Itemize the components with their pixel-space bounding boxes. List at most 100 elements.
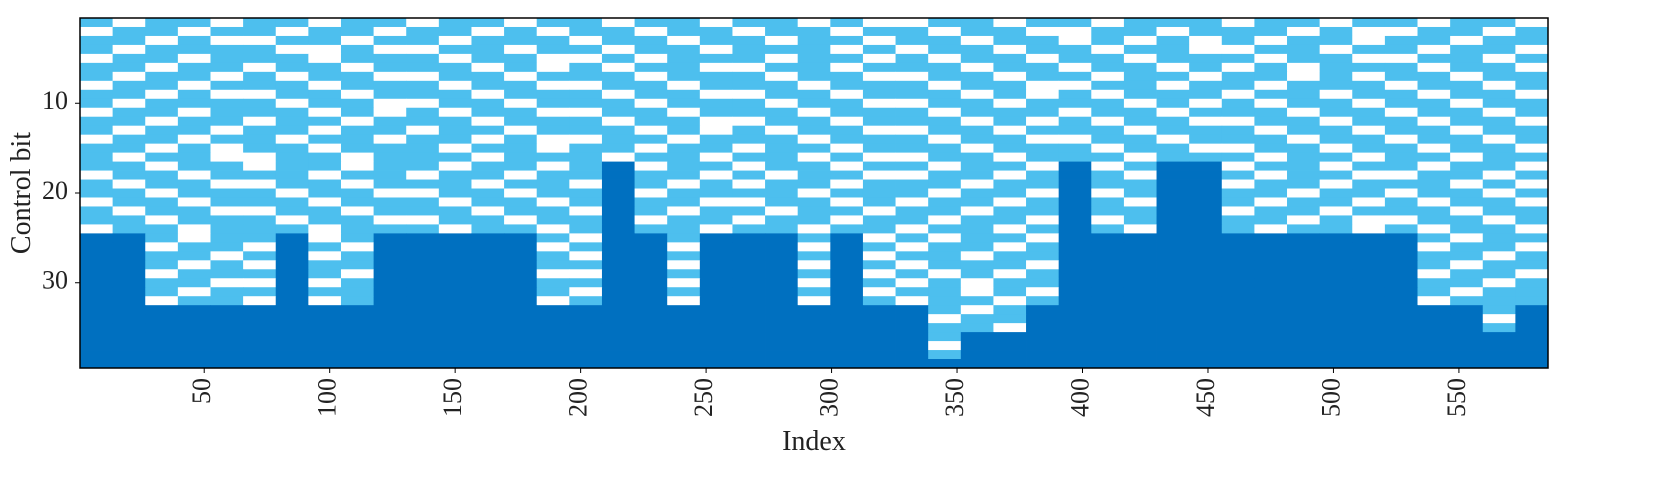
heatmap-cell [112,242,146,252]
heatmap-cell [504,98,538,109]
heatmap-cell [373,107,407,118]
heatmap-cell [960,251,994,261]
heatmap-cell [732,197,766,207]
heatmap-cell [1384,332,1418,342]
heatmap-cell [438,152,472,162]
heatmap-cell [1287,125,1321,136]
heatmap-cell [634,18,668,28]
heatmap-cell [275,197,309,207]
heatmap-cell [1058,71,1092,82]
heatmap-cell [504,341,538,351]
heatmap-cell [1058,80,1092,91]
heatmap-cell [732,107,766,118]
heatmap-cell [504,305,538,315]
heatmap-cell [112,107,146,118]
heatmap-cell [699,26,733,37]
heatmap-cell [210,215,244,225]
heatmap-cell [634,287,668,297]
heatmap-cell [1417,206,1451,216]
heatmap-cell [699,44,733,55]
heatmap-cell [210,314,244,324]
heatmap-cell [1189,332,1223,342]
heatmap-cell [1091,134,1125,145]
heatmap-cell [1417,287,1451,297]
heatmap-cell [797,35,831,46]
heatmap-cell [1352,62,1386,73]
heatmap-cell [1221,18,1255,28]
heatmap-cell [1189,53,1223,64]
heatmap-cell [1058,89,1092,100]
heatmap-cell [732,278,766,288]
heatmap-cell [340,260,374,270]
heatmap-cell [862,341,896,351]
heatmap-cell [993,143,1027,154]
heatmap-cell [340,197,374,207]
heatmap-cell [797,71,831,82]
heatmap-cell [1482,242,1516,252]
heatmap-cell [862,224,896,234]
heatmap-cell [1156,89,1190,100]
heatmap-cell [112,71,146,82]
heatmap-cell [569,341,603,351]
heatmap-cell [1091,44,1125,55]
heatmap-cell [1287,287,1321,297]
heatmap-cell [1058,323,1092,333]
heatmap-cell [993,125,1027,136]
heatmap-cell [1417,314,1451,324]
heatmap-cell [797,278,831,288]
heatmap-cell [928,80,962,91]
heatmap-cell [667,170,701,180]
heatmap-cell [667,179,701,189]
heatmap-cell [406,215,440,225]
heatmap-cell [1026,341,1060,351]
heatmap-cell [993,359,1027,369]
heatmap-cell [830,80,864,91]
heatmap-cell [308,287,342,297]
heatmap-cell [895,143,929,154]
heatmap-cell [1482,98,1516,109]
heatmap-cell [928,233,962,243]
heatmap-cell [504,260,538,270]
heatmap-cell [797,62,831,73]
x-tick-label: 250 [689,378,718,417]
heatmap-cell [667,152,701,162]
heatmap-cell [1450,89,1484,100]
heatmap-cell [80,323,114,333]
heatmap-cell [536,80,570,91]
heatmap-cell [1417,170,1451,180]
heatmap-cell [145,62,179,73]
heatmap-cell [634,26,668,37]
heatmap-cell [243,116,277,127]
heatmap-cell [928,269,962,279]
heatmap-cell [1384,161,1418,171]
heatmap-cell [862,206,896,216]
heatmap-cell [765,341,799,351]
heatmap-cell [1254,197,1288,207]
heatmap-cell [210,260,244,270]
heatmap-cell [895,278,929,288]
heatmap-cell [1515,287,1549,297]
heatmap-cell [634,350,668,360]
heatmap-cell [699,323,733,333]
heatmap-cell [765,170,799,180]
heatmap-cell [765,332,799,342]
heatmap-cell [1221,62,1255,73]
heatmap-cell [275,80,309,91]
heatmap-cell [1352,314,1386,324]
heatmap-cell [634,332,668,342]
heatmap-cell [895,224,929,234]
heatmap-cell [340,53,374,64]
heatmap-cell [112,233,146,243]
heatmap-cell [1352,89,1386,100]
heatmap-cell [732,26,766,37]
heatmap-cell [145,18,179,28]
heatmap-cell [1515,44,1549,55]
heatmap-cell [1026,35,1060,46]
heatmap-cell [667,260,701,270]
heatmap-cell [373,98,407,109]
heatmap-cell [80,62,114,73]
heatmap-cell [1058,314,1092,324]
heatmap-cell [210,296,244,306]
heatmap-cell [243,80,277,91]
heatmap-cell [1287,233,1321,243]
